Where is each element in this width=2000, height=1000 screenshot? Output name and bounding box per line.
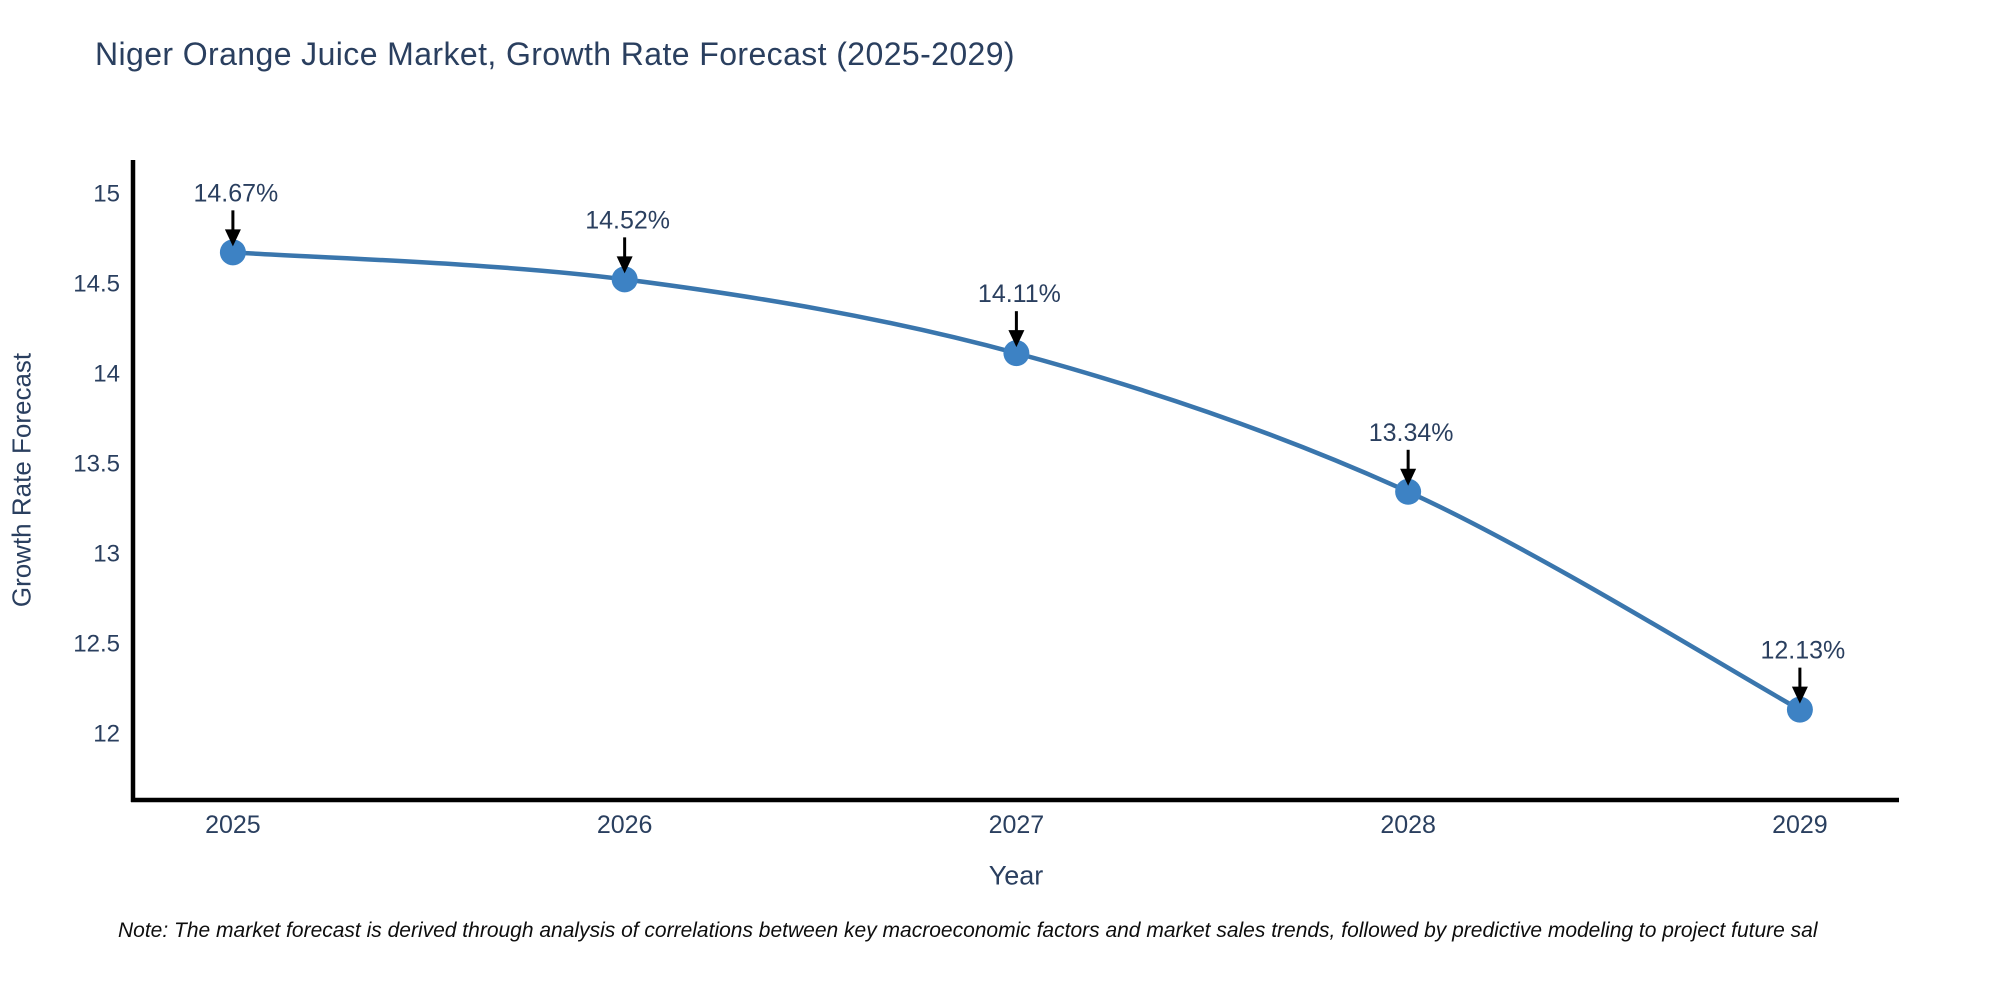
annotation-label: 12.13% bbox=[1760, 637, 1845, 665]
data-point-2028 bbox=[1395, 478, 1422, 505]
footnote: Note: The market forecast is derived thr… bbox=[118, 919, 1818, 942]
annotation-label: 13.34% bbox=[1369, 419, 1454, 447]
annotation-arrow-head bbox=[1791, 686, 1808, 704]
y-tick-label: 14.5 bbox=[73, 270, 120, 297]
annotation-arrow-head bbox=[1008, 330, 1025, 348]
chart-title: Niger Orange Juice Market, Growth Rate F… bbox=[95, 36, 1015, 72]
y-tick-label: 12.5 bbox=[73, 631, 120, 658]
data-point-2027 bbox=[1003, 340, 1030, 367]
annotation-label: 14.67% bbox=[193, 179, 278, 207]
x-tick-label: 2027 bbox=[989, 811, 1045, 839]
data-point-2025 bbox=[219, 239, 246, 266]
annotation-arrow-head bbox=[1400, 468, 1417, 486]
y-tick-label: 13.5 bbox=[73, 450, 120, 477]
x-axis-title: Year bbox=[988, 860, 1044, 891]
y-tick-label: 12 bbox=[93, 721, 120, 748]
x-tick-label: 2029 bbox=[1772, 811, 1828, 839]
data-point-2029 bbox=[1786, 696, 1813, 723]
x-tick-label: 2028 bbox=[1380, 811, 1436, 839]
annotation-label: 14.11% bbox=[978, 280, 1061, 308]
y-tick-label: 15 bbox=[93, 180, 120, 207]
y-tick-label: 14 bbox=[93, 360, 120, 387]
annotation-arrow-head bbox=[616, 256, 633, 274]
x-tick-label: 2026 bbox=[597, 811, 653, 839]
y-tick-label: 13 bbox=[93, 541, 120, 568]
x-tick-label: 2025 bbox=[205, 811, 261, 839]
data-point-2026 bbox=[611, 266, 638, 293]
annotation-label: 14.52% bbox=[585, 206, 670, 234]
y-axis-title: Growth Rate Forecast bbox=[6, 352, 37, 608]
annotation-arrow-head bbox=[224, 229, 241, 247]
